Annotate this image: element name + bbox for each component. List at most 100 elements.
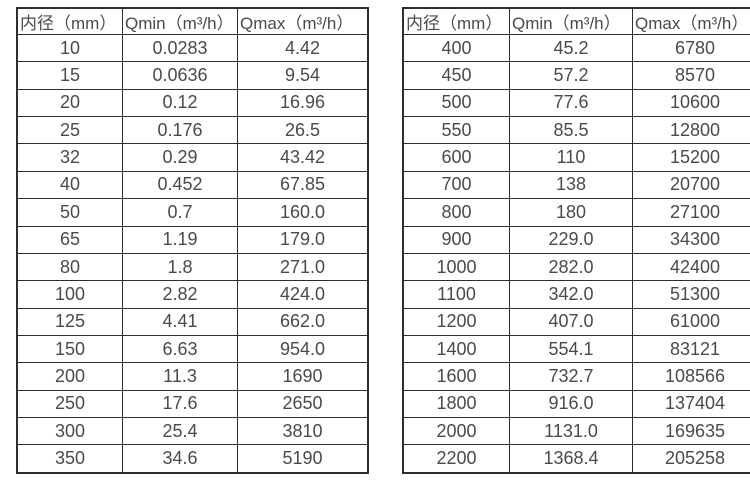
table-cell: 2200 xyxy=(402,444,510,474)
header-row: 内径（mm） Qmin（m³/h） Qmax（m³/h） xyxy=(402,7,750,35)
table-cell: 61000 xyxy=(632,307,750,336)
table-cell: 160.0 xyxy=(237,198,369,227)
table-cell: 125 xyxy=(16,307,123,336)
table-cell: 732.7 xyxy=(509,362,633,391)
table-cell: 169635 xyxy=(632,417,750,446)
table-cell: 200 xyxy=(16,362,123,391)
table-cell: 6.63 xyxy=(122,334,238,364)
table-row: 1100 342.0 51300 xyxy=(402,280,750,309)
table-cell: 15200 xyxy=(632,143,750,172)
table-row: 125 4.41 662.0 xyxy=(16,307,369,336)
table-cell: 27100 xyxy=(632,198,750,227)
table-row: 50 0.7 160.0 xyxy=(16,198,369,227)
table-cell: 300 xyxy=(16,417,123,446)
table-cell: 1800 xyxy=(402,389,510,419)
table-cell: 25 xyxy=(16,116,123,145)
table-cell: 400 xyxy=(402,33,510,63)
table-cell: 65 xyxy=(16,225,123,254)
table-row: 300 25.4 3810 xyxy=(16,417,369,446)
table-cell: 0.0636 xyxy=(122,61,238,90)
table-row: 1200 407.0 61000 xyxy=(402,307,750,336)
pipe-diameter-flow-table-small: 内径（mm） Qmin（m³/h） Qmax（m³/h） 10 0.0283 4.42 15… xyxy=(16,7,369,474)
table-row: 32 0.29 43.42 xyxy=(16,143,369,172)
table-row: 80 1.8 271.0 xyxy=(16,252,369,282)
table-cell: 34.6 xyxy=(122,444,238,474)
table-cell: 250 xyxy=(16,389,123,419)
table-row: 550 85.5 12800 xyxy=(402,116,750,145)
table-cell: 110 xyxy=(509,143,633,172)
table-cell: 4.42 xyxy=(237,33,369,63)
table-cell: 1.19 xyxy=(122,225,238,254)
table-cell: 1600 xyxy=(402,362,510,391)
column-header: Qmax（m³/h） xyxy=(632,7,750,35)
column-header: Qmax（m³/h） xyxy=(237,7,369,35)
table-cell: 12800 xyxy=(632,116,750,145)
table-cell: 0.29 xyxy=(122,143,238,172)
table-cell: 1131.0 xyxy=(509,417,633,446)
table-cell: 450 xyxy=(402,61,510,90)
table-cell: 229.0 xyxy=(509,225,633,254)
table-row: 350 34.6 5190 xyxy=(16,444,369,474)
table-row: 600 110 15200 xyxy=(402,143,750,172)
table-cell: 43.42 xyxy=(237,143,369,172)
table-cell: 10600 xyxy=(632,88,750,118)
table-cell: 100 xyxy=(16,280,123,309)
tables-container: 内径（mm） Qmin（m³/h） Qmax（m³/h） 10 0.0283 4.42 15… xyxy=(16,7,750,474)
table-cell: 342.0 xyxy=(509,280,633,309)
table-cell: 150 xyxy=(16,334,123,364)
table-cell: 25.4 xyxy=(122,417,238,446)
table-cell: 407.0 xyxy=(509,307,633,336)
table-cell: 954.0 xyxy=(237,334,369,364)
table-cell: 1690 xyxy=(237,362,369,391)
table-cell: 2650 xyxy=(237,389,369,419)
table-row: 40 0.452 67.85 xyxy=(16,170,369,200)
table-cell: 205258 xyxy=(632,444,750,474)
column-header: 内径（mm） xyxy=(16,7,123,35)
table-cell: 550 xyxy=(402,116,510,145)
table-row: 20 0.12 16.96 xyxy=(16,88,369,118)
table-cell: 554.1 xyxy=(509,334,633,364)
column-header: Qmin（m³/h） xyxy=(509,7,633,35)
table-cell: 45.2 xyxy=(509,33,633,63)
table-cell: 10 xyxy=(16,33,123,63)
table-cell: 42400 xyxy=(632,252,750,282)
table-cell: 32 xyxy=(16,143,123,172)
table-cell: 9.54 xyxy=(237,61,369,90)
table-cell: 8570 xyxy=(632,61,750,90)
table-row: 10 0.0283 4.42 xyxy=(16,33,369,63)
table-cell: 34300 xyxy=(632,225,750,254)
table-row: 1800 916.0 137404 xyxy=(402,389,750,419)
table-row: 1000 282.0 42400 xyxy=(402,252,750,282)
table-cell: 0.176 xyxy=(122,116,238,145)
table-cell: 916.0 xyxy=(509,389,633,419)
header-row: 内径（mm） Qmin（m³/h） Qmax（m³/h） xyxy=(16,7,369,35)
table-cell: 0.452 xyxy=(122,170,238,200)
table-cell: 1100 xyxy=(402,280,510,309)
table-row: 450 57.2 8570 xyxy=(402,61,750,90)
table-row: 65 1.19 179.0 xyxy=(16,225,369,254)
table-cell: 138 xyxy=(509,170,633,200)
table-row: 2000 1131.0 169635 xyxy=(402,417,750,446)
table-cell: 282.0 xyxy=(509,252,633,282)
table-row: 25 0.176 26.5 xyxy=(16,116,369,145)
table-cell: 4.41 xyxy=(122,307,238,336)
table-cell: 2.82 xyxy=(122,280,238,309)
table-cell: 600 xyxy=(402,143,510,172)
table-row: 1400 554.1 83121 xyxy=(402,334,750,364)
table-cell: 6780 xyxy=(632,33,750,63)
table-cell: 137404 xyxy=(632,389,750,419)
table-row: 100 2.82 424.0 xyxy=(16,280,369,309)
table-cell: 1.8 xyxy=(122,252,238,282)
table-cell: 16.96 xyxy=(237,88,369,118)
table-row: 700 138 20700 xyxy=(402,170,750,200)
table-cell: 108566 xyxy=(632,362,750,391)
table-cell: 51300 xyxy=(632,280,750,309)
table-cell: 700 xyxy=(402,170,510,200)
table-cell: 0.7 xyxy=(122,198,238,227)
column-header: Qmin（m³/h） xyxy=(122,7,238,35)
table-row: 2200 1368.4 205258 xyxy=(402,444,750,474)
table-row: 150 6.63 954.0 xyxy=(16,334,369,364)
table-cell: 11.3 xyxy=(122,362,238,391)
table-cell: 800 xyxy=(402,198,510,227)
